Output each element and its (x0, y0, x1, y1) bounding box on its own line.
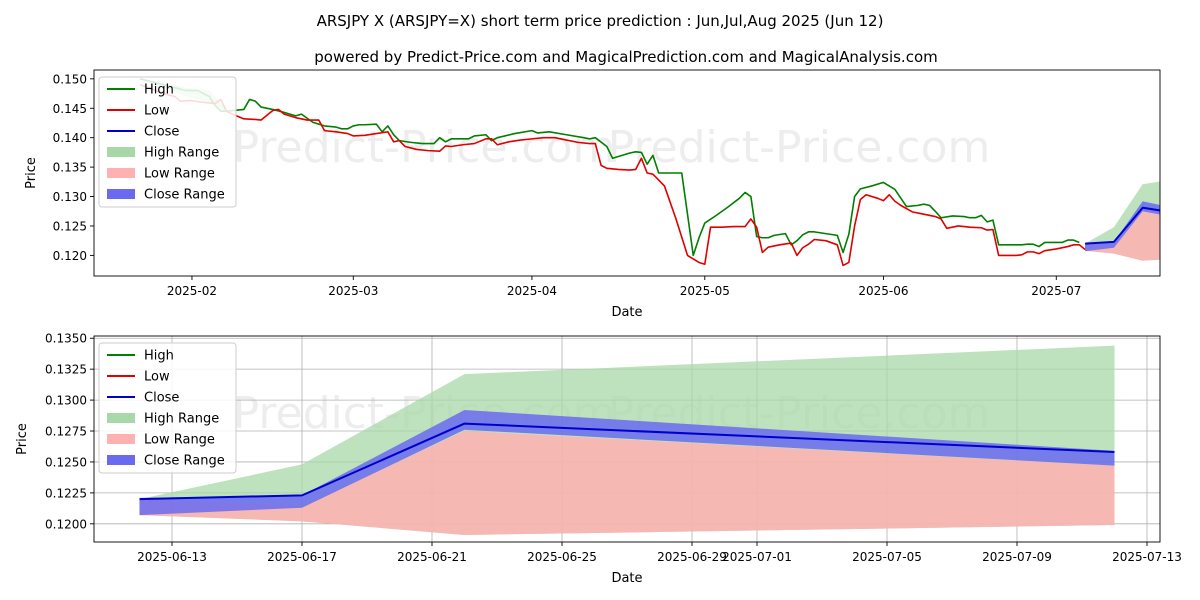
y-tick-label: 0.1275 (45, 425, 87, 439)
y-tick-label: 0.125 (53, 219, 87, 233)
legend-low-range-swatch (107, 434, 135, 444)
close-range-band (139, 409, 1115, 516)
x-tick-label: 2025-07-05 (852, 550, 922, 564)
x-tick-label: 2025-06-17 (267, 550, 337, 564)
y-tick-label: 0.1250 (45, 455, 87, 469)
chart-panel-2: Predict-Price.comPredict-Price.com2025-0… (15, 332, 1182, 586)
legend: High Low Close High Range Low Range Close Ran… (98, 342, 237, 474)
y-tick-label: 0.135 (53, 161, 87, 175)
high-series-line (139, 78, 1080, 257)
legend: High Low Close High Range Low Range Close Ran… (98, 76, 237, 208)
close-series-line (1085, 206, 1160, 245)
x-tick-label: 2025-07-01 (722, 550, 792, 564)
plot-area (139, 345, 1115, 535)
legend-high-label: High (144, 83, 174, 98)
legend-high-label: High (144, 349, 174, 364)
x-tick-label: 2025-06 (858, 284, 908, 298)
low-range-band (139, 431, 1115, 535)
legend-low-label: Low (144, 370, 170, 385)
legend-close-range-label: Close Range (144, 454, 225, 469)
y-tick-label: 0.1325 (45, 363, 87, 377)
legend-high-range-swatch (107, 147, 135, 157)
close-range-band (1085, 201, 1160, 252)
y-tick-label: 0.140 (53, 131, 87, 145)
legend-high-range-label: High Range (144, 146, 219, 161)
watermark: Predict-Price.com (233, 122, 616, 173)
x-tick-label: 2025-04 (507, 284, 557, 298)
y-axis-label: Price (24, 157, 39, 189)
y-tick-label: 0.145 (53, 102, 87, 116)
legend-low-range-label: Low Range (144, 167, 215, 182)
x-tick-label: 2025-03 (328, 284, 378, 298)
legend-high-range-label: High Range (144, 412, 219, 427)
x-axis-label: Date (611, 571, 642, 586)
x-tick-label: 2025-06-29 (657, 550, 727, 564)
y-tick-label: 0.150 (53, 72, 87, 86)
x-axis-label: Date (611, 305, 642, 320)
y-tick-label: 0.1300 (45, 394, 87, 408)
chart-subtitle: powered by Predict-Price.com and Magical… (314, 48, 938, 66)
plot-frame (93, 69, 1161, 277)
x-tick-label: 2025-07 (1031, 284, 1081, 298)
legend-close-label: Close (144, 125, 179, 140)
x-tick-label: 2025-06-21 (397, 550, 467, 564)
x-tick-label: 2025-02 (167, 284, 217, 298)
watermark: Predict-Price.com (608, 122, 991, 173)
y-tick-label: 0.120 (53, 249, 87, 263)
legend-close-range-swatch (107, 455, 135, 465)
close-series-line (139, 422, 1115, 501)
x-tick-label: 2025-05 (680, 284, 730, 298)
y-tick-label: 0.1350 (45, 332, 87, 346)
legend-low-label: Low (144, 104, 170, 119)
legend-low-range-swatch (107, 168, 135, 178)
chart-title: ARSJPY X (ARSJPY=X) short term price pre… (317, 12, 884, 30)
plot-area (139, 78, 1160, 267)
plot-frame (93, 335, 1161, 543)
x-tick-label: 2025-07-09 (982, 550, 1052, 564)
legend-close-range-label: Close Range (144, 188, 225, 203)
y-tick-label: 0.1225 (45, 486, 87, 500)
low-series-line (139, 83, 1086, 267)
y-tick-label: 0.1200 (45, 517, 87, 531)
x-tick-label: 2025-06-13 (137, 550, 207, 564)
legend-high-range-swatch (107, 413, 135, 423)
y-axis-label: Price (15, 423, 30, 455)
x-tick-label: 2025-07-13 (1112, 550, 1182, 564)
legend-close-range-swatch (107, 189, 135, 199)
x-tick-label: 2025-06-25 (527, 550, 597, 564)
y-tick-label: 0.130 (53, 190, 87, 204)
legend-close-label: Close (144, 391, 179, 406)
legend-low-range-label: Low Range (144, 433, 215, 448)
